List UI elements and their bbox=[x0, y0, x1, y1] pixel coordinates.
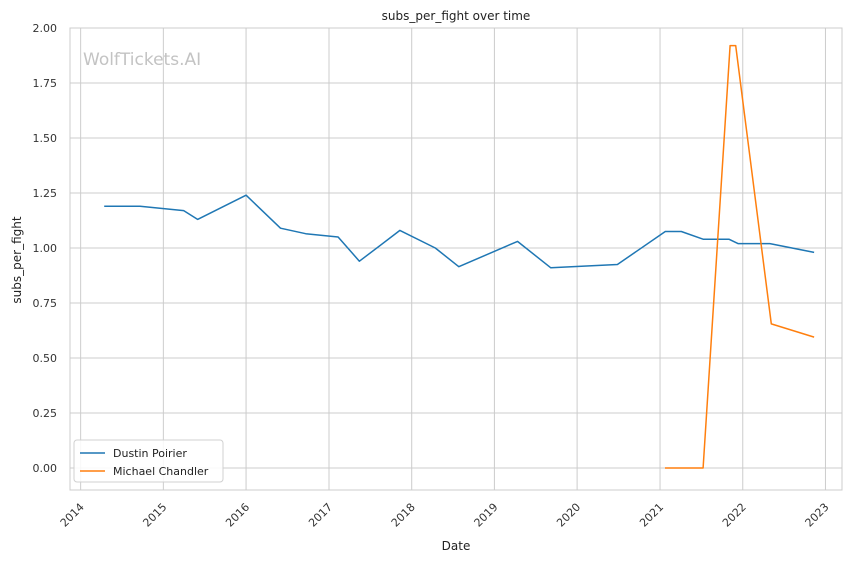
series-line-michael-chandler bbox=[665, 44, 815, 469]
y-tick-label: 1.50 bbox=[33, 132, 58, 145]
y-tick-label: 1.00 bbox=[33, 242, 58, 255]
legend-label-michael-chandler: Michael Chandler bbox=[113, 465, 209, 478]
y-tick-label: 0.50 bbox=[33, 352, 58, 365]
legend-label-dustin-poirier: Dustin Poirier bbox=[113, 447, 187, 460]
watermark-text: WolfTickets.AI bbox=[83, 50, 201, 70]
y-tick-label: 0.00 bbox=[33, 462, 58, 475]
y-tick-label: 1.75 bbox=[33, 77, 58, 90]
x-tick-label: 2021 bbox=[637, 501, 666, 530]
x-tick-label: 2020 bbox=[554, 501, 583, 530]
y-axis-ticks: 0.00 0.25 0.50 0.75 1.00 1.25 1.50 1.75 2.00 bbox=[33, 22, 58, 475]
y-axis-label: subs_per_fight bbox=[10, 216, 24, 303]
series-lines bbox=[104, 44, 815, 469]
x-tick-label: 2014 bbox=[58, 501, 87, 530]
y-tick-label: 0.25 bbox=[33, 407, 58, 420]
y-tick-label: 1.25 bbox=[33, 187, 58, 200]
plot-frame bbox=[69, 27, 843, 491]
y-tick-label: 2.00 bbox=[33, 22, 58, 35]
x-axis-label: Date bbox=[442, 539, 471, 553]
x-axis-ticks: 2014 2015 2016 2017 2018 2019 2020 2021 2022 2023 bbox=[58, 501, 832, 530]
chart-title: subs_per_fight over time bbox=[382, 9, 531, 23]
x-tick-label: 2019 bbox=[472, 501, 501, 530]
x-tick-label: 2016 bbox=[223, 501, 252, 530]
x-tick-label: 2015 bbox=[140, 501, 169, 530]
x-tick-label: 2017 bbox=[306, 501, 335, 530]
x-tick-label: 2018 bbox=[389, 501, 418, 530]
y-tick-label: 0.75 bbox=[33, 297, 58, 310]
grid-lines bbox=[70, 27, 842, 490]
legend: Dustin Poirier Michael Chandler bbox=[73, 439, 224, 483]
x-tick-label: 2022 bbox=[720, 501, 749, 530]
x-tick-label: 2023 bbox=[803, 501, 832, 530]
series-line-dustin-poirier bbox=[104, 194, 815, 269]
legend-box bbox=[73, 439, 224, 483]
